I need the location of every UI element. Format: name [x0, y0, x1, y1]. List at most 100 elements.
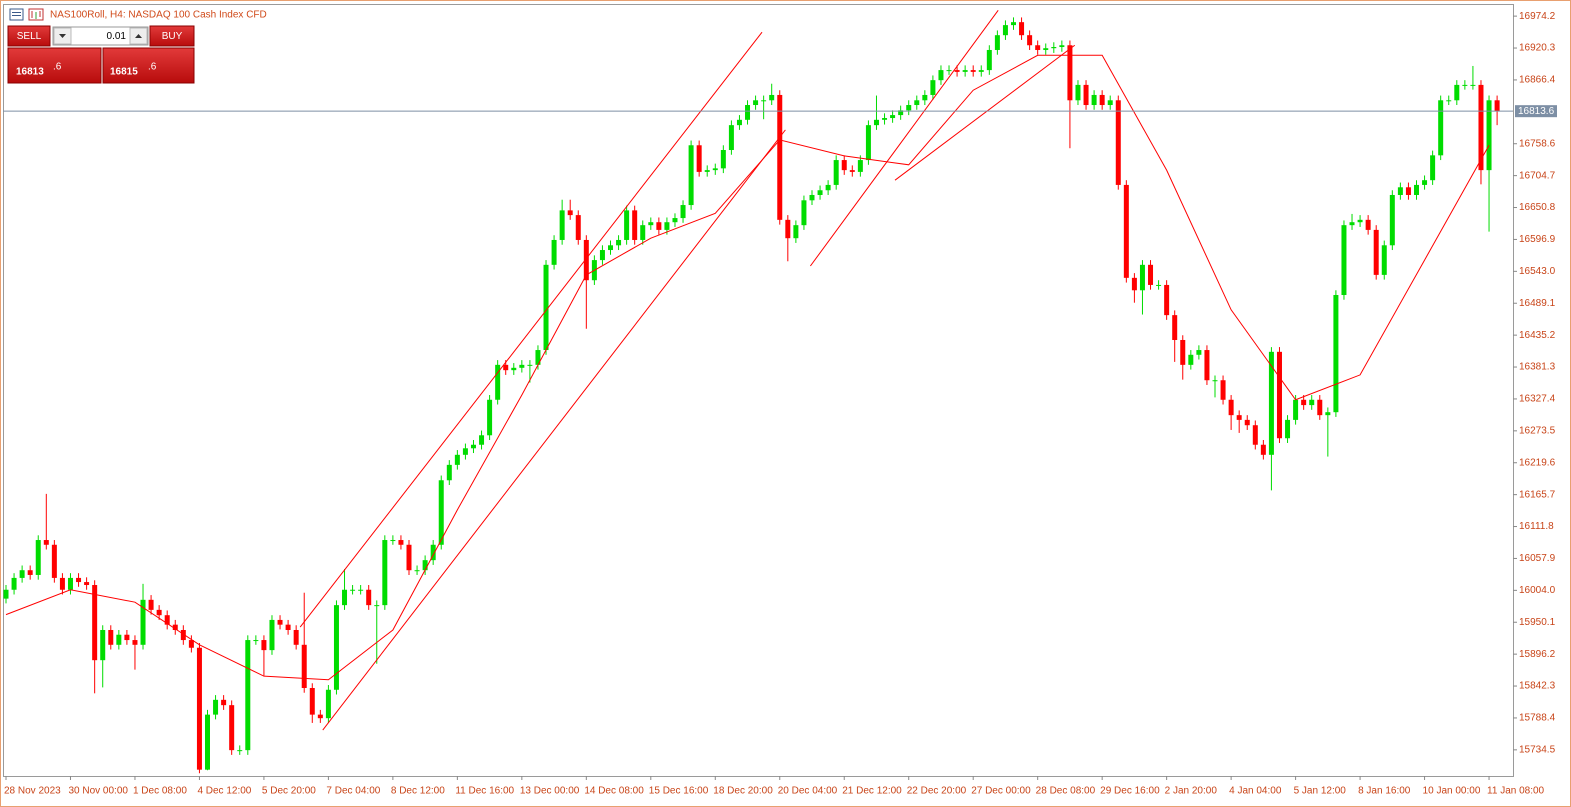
current-price-box	[1515, 105, 1557, 118]
ask-box[interactable]	[102, 47, 195, 84]
y-tick-label: 16650.8	[1519, 202, 1556, 213]
candle-body	[736, 119, 742, 126]
candle-body	[487, 399, 493, 436]
bid-box[interactable]	[7, 47, 102, 84]
current-price-label: 16813.6	[1518, 106, 1555, 117]
candle-body	[100, 629, 106, 661]
candle-body	[769, 94, 775, 101]
candle-body	[809, 194, 815, 201]
y-tick-label: 16165.7	[1519, 489, 1556, 500]
candle-body	[84, 582, 90, 586]
candle-body	[124, 634, 130, 641]
candle-body	[1301, 399, 1307, 406]
candle-body	[1131, 277, 1137, 291]
candle-body	[390, 540, 396, 542]
candle-body	[1123, 184, 1129, 278]
candle-body	[1454, 84, 1460, 101]
candle-body	[1317, 399, 1323, 416]
candle-body	[616, 239, 622, 246]
x-tick-label: 11 Jan 08:00	[1487, 786, 1545, 797]
candle-body	[648, 222, 654, 226]
candle-body	[1293, 399, 1299, 420]
candle-body	[1059, 45, 1065, 48]
x-tick-label: 27 Dec 00:00	[971, 786, 1031, 797]
sell-label[interactable]: SELL	[17, 31, 42, 42]
candle-body	[1180, 339, 1186, 365]
x-tick-label: 20 Dec 04:00	[778, 786, 838, 797]
candle-body	[930, 80, 936, 95]
candle-body	[1414, 184, 1419, 195]
candle-body	[454, 454, 460, 465]
overlays	[3, 10, 1513, 731]
symbol-title: NAS100Roll, H4: NASDAQ 100 Cash Index CF…	[50, 10, 267, 21]
candle-body	[672, 218, 678, 223]
candle-body	[1091, 94, 1097, 106]
candle-body	[19, 570, 25, 578]
candle-body	[92, 585, 98, 661]
candle-body	[398, 540, 404, 545]
candle-body	[438, 480, 444, 545]
candle-body	[374, 605, 380, 607]
candle-body	[116, 634, 122, 645]
candle-body	[696, 145, 702, 172]
candle-body	[511, 367, 517, 371]
candle-body	[535, 350, 541, 365]
candle-body	[1075, 84, 1081, 101]
buy-label[interactable]: BUY	[162, 31, 183, 42]
candle-body	[156, 609, 162, 616]
x-tick-label: 10 Jan 00:00	[1423, 786, 1481, 797]
candle-body	[1430, 155, 1436, 181]
candle-body	[1325, 412, 1331, 416]
candle-body	[1002, 25, 1008, 36]
y-tick-label: 15896.2	[1519, 649, 1556, 660]
x-tick-label: 5 Dec 20:00	[262, 786, 316, 797]
lot-input[interactable]	[52, 26, 149, 46]
candle-body	[1373, 229, 1379, 275]
candle-body	[1115, 100, 1121, 185]
candle-body	[704, 170, 710, 172]
candle-body	[35, 540, 41, 575]
x-tick-label: 30 Nov 00:00	[68, 786, 128, 797]
candle-body	[1405, 187, 1411, 195]
x-tick-label: 1 Dec 08:00	[133, 786, 187, 797]
candle-body	[1148, 264, 1154, 285]
buy-button[interactable]	[149, 25, 195, 47]
x-tick-label: 4 Dec 12:00	[197, 786, 251, 797]
candle-body	[954, 70, 960, 72]
candle-body	[350, 589, 356, 591]
x-tick-label: 4 Jan 04:00	[1229, 786, 1282, 797]
y-tick-label: 16758.6	[1519, 138, 1556, 149]
candle-body	[567, 210, 573, 216]
y-tick-label: 16381.3	[1519, 362, 1556, 373]
y-tick-label: 15734.5	[1519, 744, 1556, 755]
trend-line	[809, 10, 999, 267]
y-tick-label: 16435.2	[1519, 330, 1556, 341]
x-tick-label: 28 Nov 2023	[4, 786, 61, 797]
candle-body	[841, 160, 847, 171]
candle-body	[221, 699, 227, 706]
sell-button[interactable]	[7, 25, 51, 47]
x-tick-label: 28 Dec 08:00	[1036, 786, 1096, 797]
x-tick-label: 22 Dec 20:00	[907, 786, 967, 797]
candle-body	[1236, 415, 1242, 420]
candle-body	[325, 689, 331, 719]
candle-body	[761, 100, 767, 102]
arrow-down	[59, 34, 66, 38]
candle-body	[922, 94, 928, 101]
candle-body	[962, 70, 968, 72]
lot-value[interactable]: 0.01	[107, 31, 127, 42]
candle-body	[559, 210, 565, 240]
candle-body	[986, 49, 992, 71]
candle-body	[906, 105, 912, 111]
candle-body	[229, 705, 235, 751]
candle-body	[599, 250, 605, 261]
candle-body	[205, 714, 210, 770]
menu-icon[interactable]	[9, 8, 24, 21]
candle-body	[1341, 225, 1347, 296]
candle-body	[543, 264, 549, 351]
candle-body	[664, 222, 670, 230]
candle-body	[1107, 100, 1113, 106]
candle-body	[269, 619, 275, 651]
y-tick-label: 16704.7	[1519, 170, 1556, 181]
candle-body	[608, 245, 613, 251]
